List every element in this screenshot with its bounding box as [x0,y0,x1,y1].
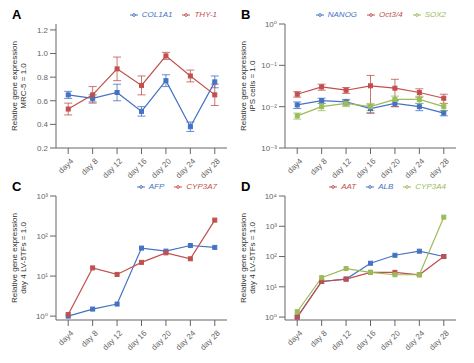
html-text:B: B [241,7,251,22]
svg-text:day 28: day 28 [199,328,223,352]
html-text:D: D [241,179,251,194]
svg-text:10⁻²: 10⁻² [261,103,277,112]
svg-text:day 8: day 8 [309,156,330,177]
html-text:CYP3A7: CYP3A7 [186,182,217,191]
svg-text:10⁻³: 10⁻³ [261,144,277,153]
svg-text:day 16: day 16 [125,328,149,352]
svg-text:day 20: day 20 [150,156,174,180]
html-text:Oct3/4: Oct3/4 [379,10,403,19]
svg-text:10²: 10² [36,232,48,241]
svg-text:day 12: day 12 [101,156,125,180]
svg-text:Relative gene expression: Relative gene expression [10,41,19,131]
html-text:ALB: ALB [378,182,394,191]
svg-text:day 12: day 12 [330,328,354,352]
html-text:SOX2: SOX2 [424,10,446,19]
svg-text:day 4 LV-5TFs = 1.0: day 4 LV-5TFs = 1.0 [248,222,257,294]
svg-text:0.4: 0.4 [37,120,49,129]
html-text:A: A [12,7,22,22]
svg-text:day 4 LV-5TFs = 1.0: day 4 LV-5TFs = 1.0 [19,222,28,294]
svg-text:10³: 10³ [265,222,277,231]
html-text:AFP: AFP [148,182,165,191]
svg-text:iPS cells = 1.0: iPS cells = 1.0 [248,60,257,111]
svg-text:0.8: 0.8 [37,73,49,82]
svg-text:day 28: day 28 [199,156,223,180]
html-text:AAT: AAT [341,182,357,191]
svg-text:day 16: day 16 [354,156,378,180]
svg-text:day 8: day 8 [80,156,101,177]
svg-text:10⁻¹: 10⁻¹ [261,61,277,70]
svg-text:day 16: day 16 [125,156,149,180]
html-text:COL1A1: COL1A1 [141,10,173,19]
svg-text:day 20: day 20 [379,328,403,352]
svg-text:day4: day4 [57,328,76,347]
svg-text:Relative gene expression: Relative gene expression [239,41,248,131]
svg-text:day4: day4 [286,328,305,347]
svg-text:day 12: day 12 [101,328,125,352]
html-text:CYP3A4: CYP3A4 [415,182,446,191]
svg-text:0.2: 0.2 [37,144,49,153]
svg-text:10⁴: 10⁴ [265,192,278,201]
svg-text:day 12: day 12 [330,156,354,180]
svg-text:day 20: day 20 [379,156,403,180]
svg-text:day 24: day 24 [403,156,427,180]
svg-text:10⁰: 10⁰ [36,312,48,321]
svg-text:10²: 10² [265,252,277,261]
svg-text:Relative gene expression: Relative gene expression [10,213,19,303]
svg-text:0.6: 0.6 [37,97,49,106]
html-text:NANOG: NANOG [327,10,358,19]
svg-text:10¹: 10¹ [36,272,48,281]
svg-text:1.2: 1.2 [37,26,49,35]
svg-text:1.0: 1.0 [37,49,49,58]
svg-text:10⁰: 10⁰ [265,20,277,29]
svg-text:day4: day4 [286,156,305,175]
svg-text:10¹: 10¹ [265,283,277,292]
svg-text:day 28: day 28 [428,328,452,352]
svg-text:day 24: day 24 [174,328,198,352]
svg-text:day 24: day 24 [403,328,427,352]
svg-text:day4: day4 [57,156,76,175]
svg-text:day 8: day 8 [309,328,330,349]
svg-text:10⁰: 10⁰ [265,313,277,322]
svg-text:day 28: day 28 [428,156,452,180]
svg-text:day 20: day 20 [150,328,174,352]
svg-text:MRC-5 = 1.0: MRC-5 = 1.0 [19,63,28,109]
svg-text:day 16: day 16 [354,328,378,352]
html-text:THY-1: THY-1 [194,10,217,19]
svg-text:day 8: day 8 [80,328,101,349]
svg-text:10³: 10³ [36,192,48,201]
html-text:C: C [12,179,22,194]
svg-text:Relative gene expression: Relative gene expression [239,213,248,303]
svg-text:day 24: day 24 [174,156,198,180]
